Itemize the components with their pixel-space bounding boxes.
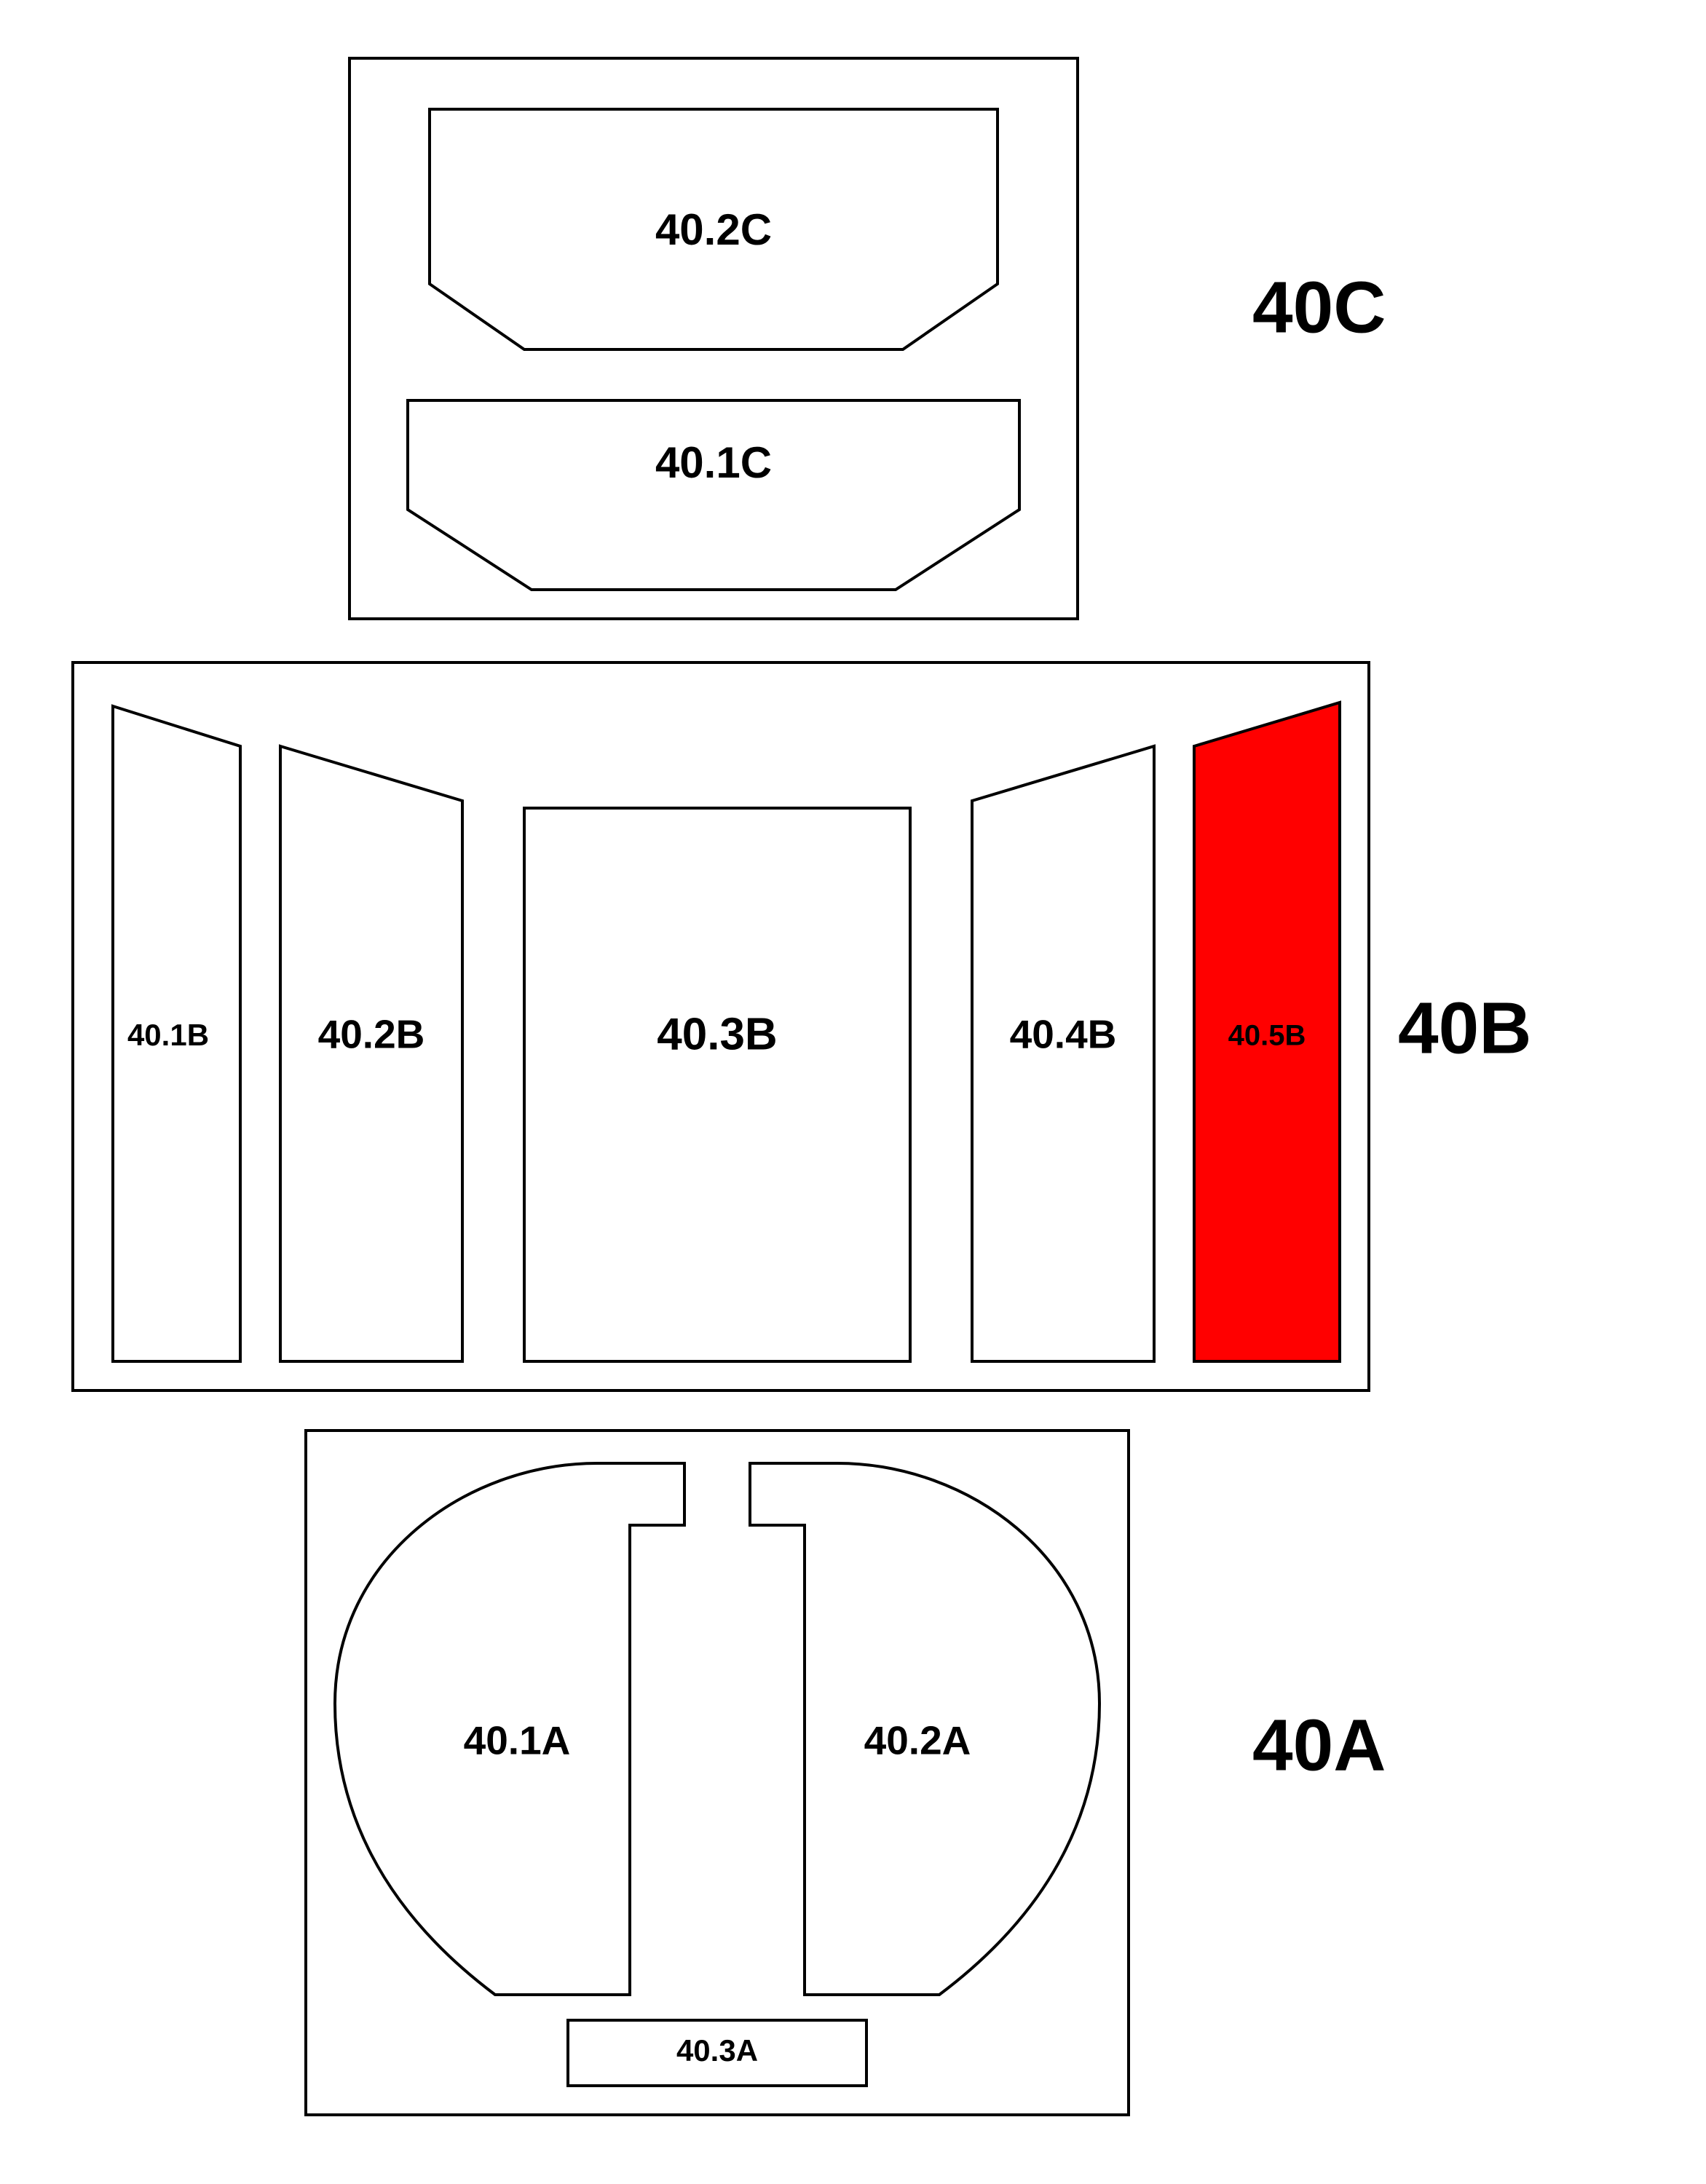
zone-40.3A-label: 40.3A [676,2033,758,2068]
zone-40.1B-label: 40.1B [127,1018,209,1052]
zone-40.1C-label: 40.1C [655,438,772,487]
zone-40.1A-label: 40.1A [464,1718,571,1763]
section-A-label: 40A [1252,1704,1386,1786]
zone-40.4B-label: 40.4B [1010,1012,1117,1057]
section-C-label: 40C [1252,266,1386,348]
zone-40.3B[interactable] [524,808,910,1361]
zone-40.1C[interactable] [408,400,1019,590]
zone-40.5B-label: 40.5B [1228,1020,1306,1052]
zone-40.2A-label: 40.2A [864,1718,971,1763]
section-B-label: 40B [1398,987,1531,1069]
zone-40.2B-label: 40.2B [318,1012,425,1057]
zone-40.3B-label: 40.3B [657,1009,777,1059]
zone-40.2C-label: 40.2C [655,205,772,254]
